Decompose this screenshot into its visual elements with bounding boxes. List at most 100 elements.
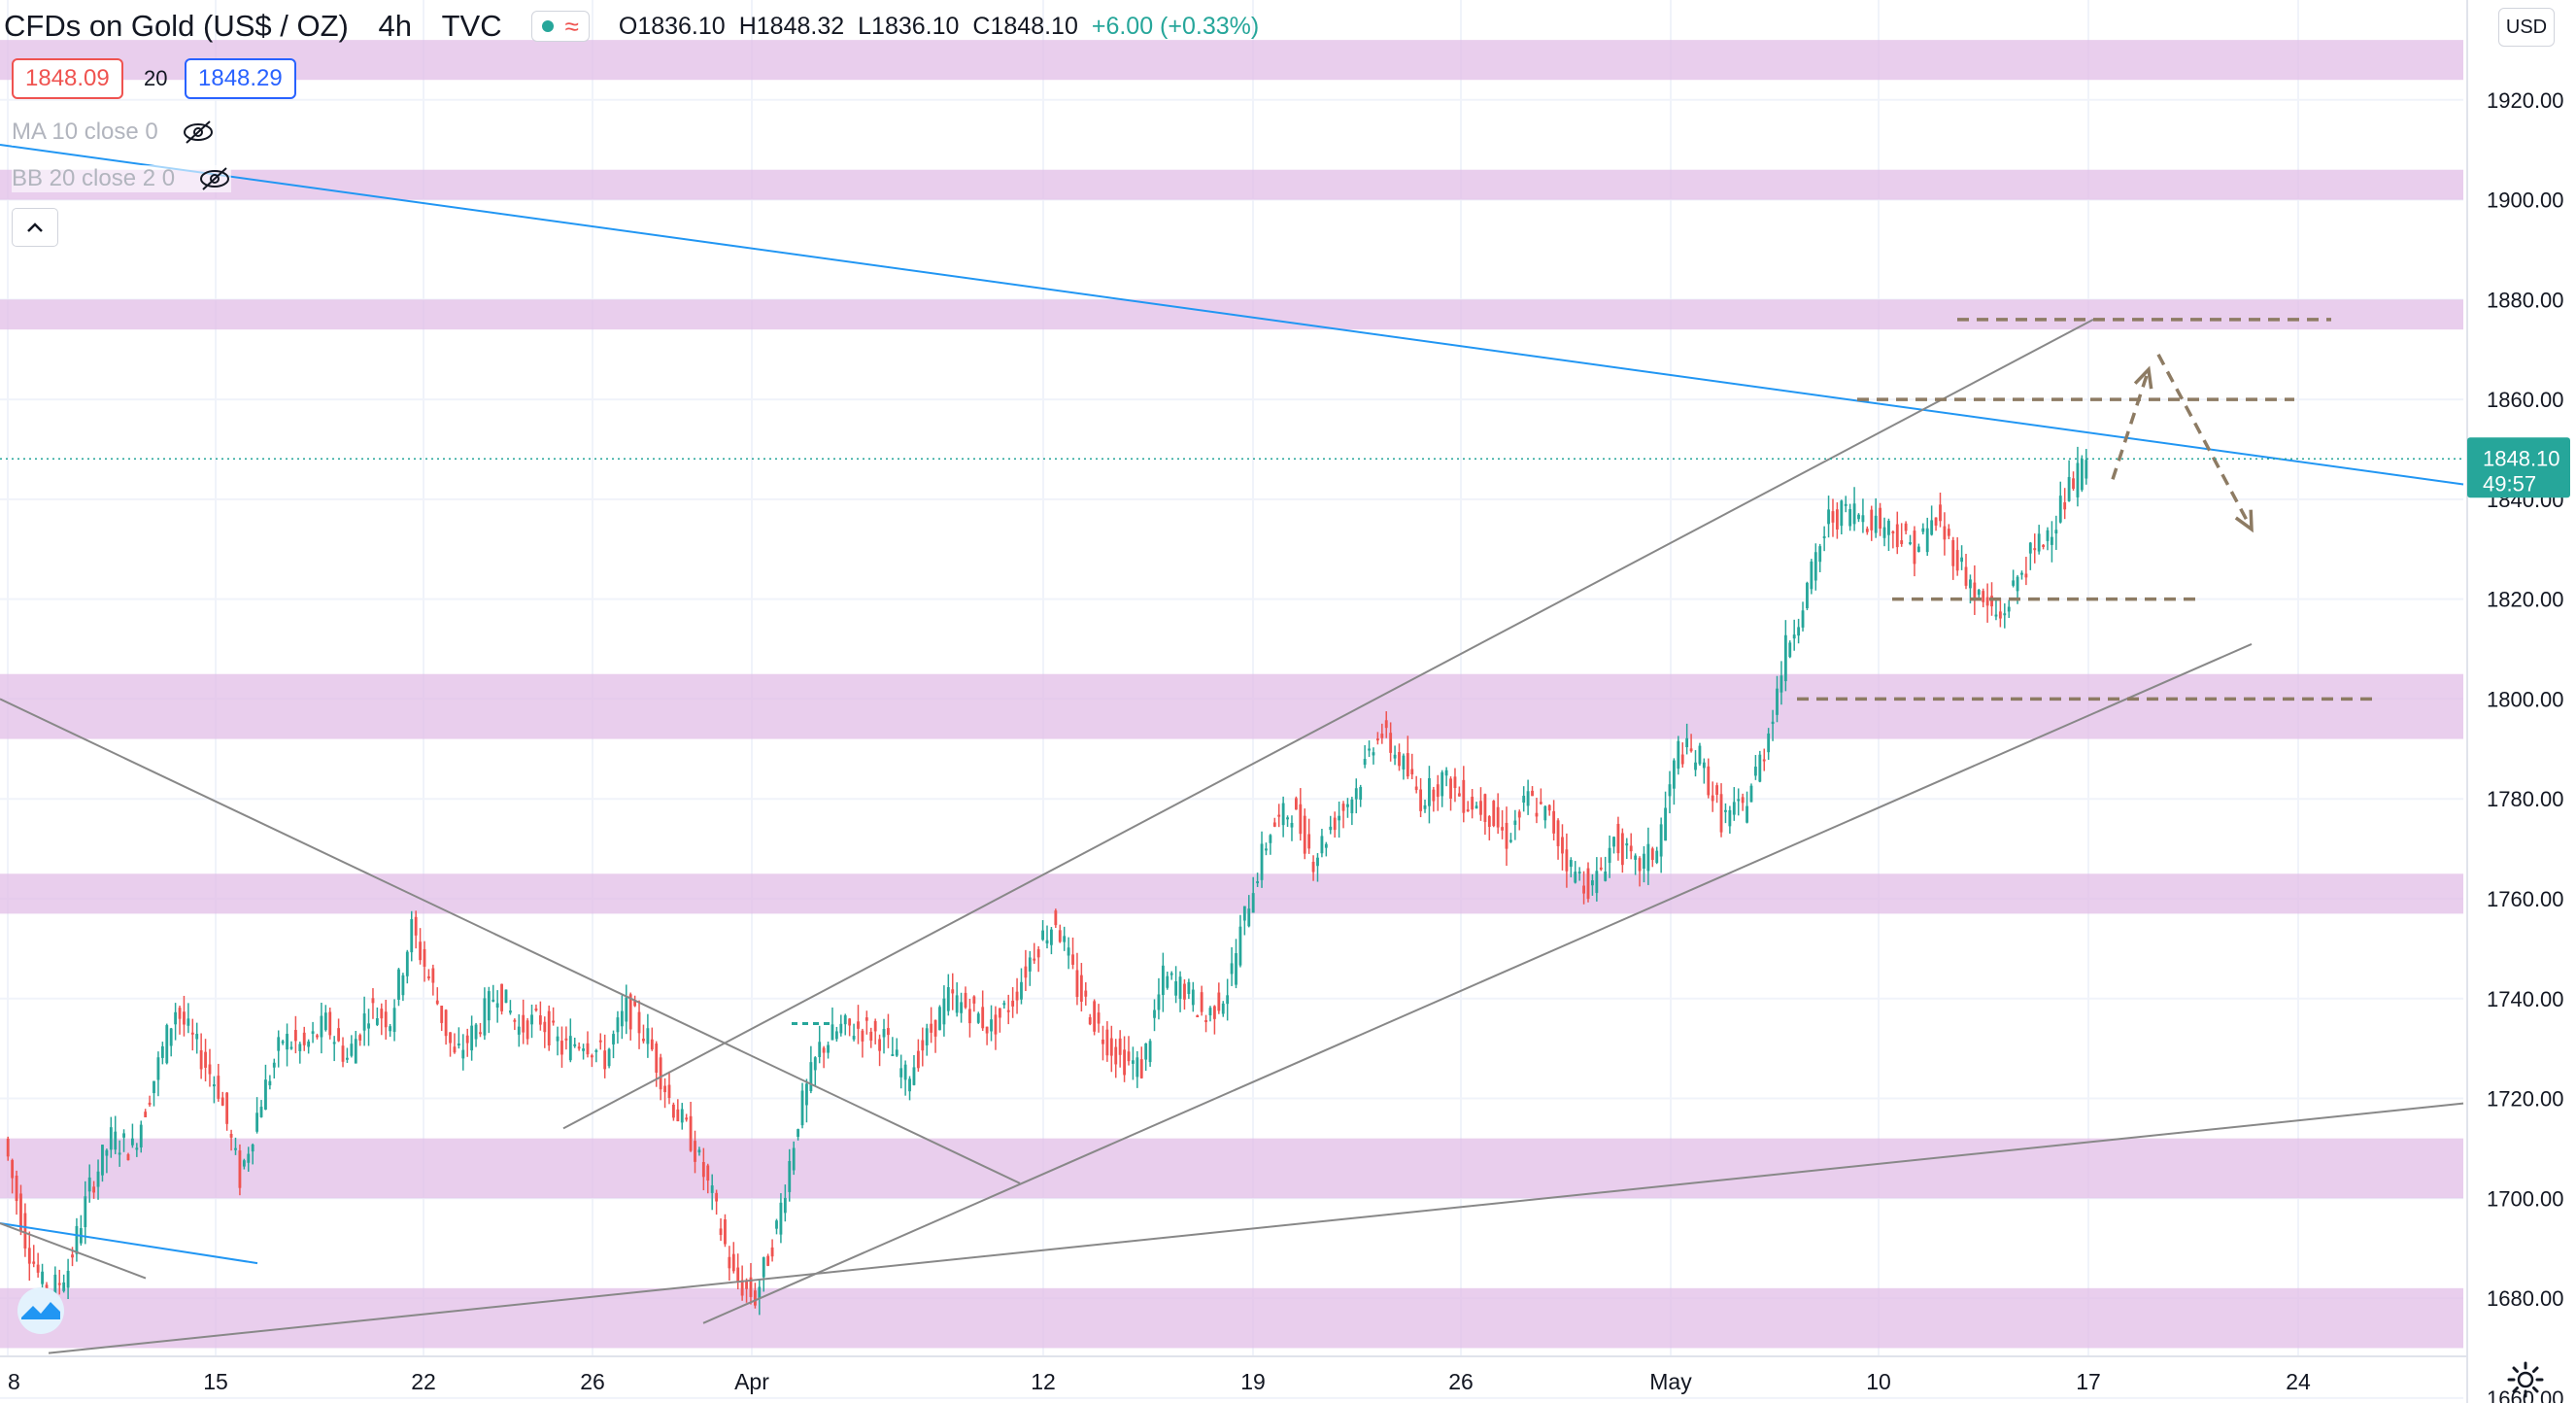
candle-body bbox=[165, 1025, 169, 1064]
candle-body bbox=[367, 1023, 370, 1029]
candle-body bbox=[1904, 523, 1908, 531]
currency-button[interactable]: USD bbox=[2498, 8, 2555, 47]
candle-body bbox=[663, 1085, 666, 1093]
candle-body bbox=[1286, 817, 1289, 820]
candle-body bbox=[680, 1109, 684, 1123]
candle-body bbox=[1269, 835, 1272, 843]
x-tick-label: 26 bbox=[580, 1369, 605, 1394]
candle-body bbox=[530, 1014, 533, 1025]
channel-upper-line bbox=[562, 318, 2094, 1130]
candle-body bbox=[1020, 981, 1023, 1000]
candle-body bbox=[1131, 1060, 1135, 1064]
candle-body bbox=[788, 1160, 792, 1192]
candle-body bbox=[1050, 929, 1053, 945]
candle-body bbox=[633, 1000, 637, 1007]
candle-body bbox=[453, 1046, 457, 1053]
candle-body bbox=[1925, 528, 1929, 553]
candle-body bbox=[1161, 965, 1165, 996]
candle-body bbox=[1806, 582, 1809, 609]
candle-body bbox=[289, 1046, 293, 1049]
candle-body bbox=[620, 1010, 624, 1027]
candle-body bbox=[1406, 753, 1409, 777]
candle-body bbox=[1071, 954, 1074, 965]
candle-body bbox=[547, 1010, 551, 1046]
y-tick-label: 1720.00 bbox=[2487, 1087, 2564, 1112]
candle-body bbox=[1861, 515, 1865, 523]
candle-body bbox=[156, 1057, 160, 1080]
candle-body bbox=[1561, 837, 1564, 854]
candle-body bbox=[1200, 992, 1203, 1012]
eye-off-icon[interactable] bbox=[182, 120, 215, 145]
candle-body bbox=[1732, 802, 1736, 815]
candle-body bbox=[869, 1031, 873, 1042]
candle-body bbox=[1354, 788, 1358, 800]
candle-body bbox=[1436, 784, 1440, 798]
candle-body bbox=[307, 1041, 311, 1047]
candle-body bbox=[719, 1228, 723, 1236]
spread-value: 20 bbox=[144, 66, 168, 90]
eye-off-icon[interactable] bbox=[198, 166, 231, 191]
candle-body bbox=[1256, 881, 1260, 884]
indicator-bb[interactable]: BB 20 close 2 0 bbox=[12, 165, 232, 192]
candle-body bbox=[946, 987, 950, 1011]
candle-body bbox=[1501, 827, 1505, 831]
candle-body bbox=[1419, 789, 1423, 811]
channel-lower-line bbox=[702, 642, 2253, 1324]
tradingview-logo-icon[interactable] bbox=[12, 1286, 70, 1335]
candle-body bbox=[822, 1047, 826, 1053]
symbol-title[interactable]: CFDs on Gold (US$ / OZ) 4h TVC bbox=[4, 9, 502, 44]
candle-body bbox=[1191, 989, 1195, 1006]
x-tick-label: May bbox=[1649, 1369, 1692, 1394]
market-status-badge[interactable]: ≈ bbox=[530, 11, 590, 42]
indicator-ma[interactable]: MA 10 close 0 bbox=[12, 119, 215, 146]
candle-body bbox=[1178, 976, 1182, 1000]
candle-body bbox=[2028, 542, 2032, 554]
candle-body bbox=[1556, 820, 1560, 846]
candle-body bbox=[427, 975, 430, 978]
candle-body bbox=[2080, 459, 2084, 491]
candle-body bbox=[1006, 1009, 1010, 1012]
candle-body bbox=[1093, 1001, 1097, 1032]
candle-body bbox=[1891, 530, 1895, 533]
ohlc-high: H1848.32 bbox=[738, 12, 845, 40]
candle-body bbox=[749, 1277, 753, 1297]
candle-body bbox=[1272, 822, 1276, 827]
candle-body bbox=[1359, 786, 1363, 801]
candle-body bbox=[650, 1039, 654, 1050]
candle-body bbox=[1659, 824, 1663, 857]
y-tick-label: 1860.00 bbox=[2487, 388, 2564, 412]
candle-body bbox=[105, 1149, 109, 1156]
price-axis-bg bbox=[2467, 0, 2576, 1403]
candle-body bbox=[1599, 867, 1603, 870]
candle-body bbox=[830, 1024, 834, 1041]
candle-body bbox=[1303, 815, 1306, 854]
candle-body bbox=[66, 1270, 70, 1288]
candle-body bbox=[118, 1152, 121, 1155]
sell-button[interactable]: 1848.09 bbox=[12, 58, 123, 99]
candle-body bbox=[1535, 812, 1539, 817]
collapse-legend-button[interactable] bbox=[12, 208, 58, 247]
candle-body bbox=[2076, 462, 2080, 497]
candle-body bbox=[1921, 528, 1925, 532]
candle-body bbox=[346, 1057, 349, 1060]
candle-body bbox=[925, 1028, 929, 1045]
candle-body bbox=[281, 1041, 285, 1044]
candle-body bbox=[1372, 752, 1375, 756]
candle-body bbox=[1169, 973, 1173, 975]
settings-gear-icon[interactable] bbox=[2506, 1360, 2545, 1399]
candle-body bbox=[1964, 566, 1968, 586]
buy-button[interactable]: 1848.29 bbox=[185, 58, 296, 99]
candle-body bbox=[685, 1117, 689, 1120]
candle-body bbox=[1441, 771, 1444, 797]
candle-body bbox=[1479, 801, 1482, 815]
x-tick-label: 17 bbox=[2076, 1369, 2101, 1394]
candle-body bbox=[208, 1064, 212, 1075]
candle-body bbox=[1677, 740, 1680, 770]
candle-body bbox=[1148, 1041, 1152, 1063]
candle-body bbox=[255, 1112, 259, 1132]
candle-body bbox=[1771, 721, 1775, 725]
candle-body bbox=[873, 1020, 877, 1032]
candle-body bbox=[1402, 755, 1406, 770]
candle-body bbox=[710, 1185, 714, 1193]
